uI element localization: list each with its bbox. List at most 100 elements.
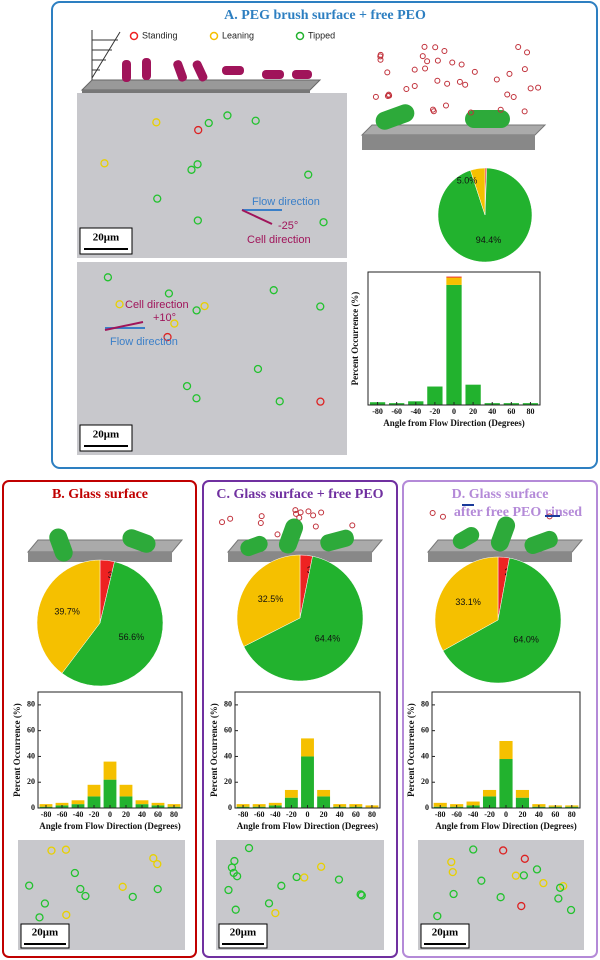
peo-coil: [429, 510, 436, 517]
x-tick-label: -80: [238, 810, 249, 819]
peo-coil: [521, 66, 528, 73]
cell: [334, 875, 344, 884]
y-tick-label: 0: [228, 803, 232, 812]
bar-segment: [301, 738, 314, 757]
cell: [251, 116, 260, 125]
cell: [70, 868, 80, 878]
peo-coil: [377, 51, 384, 58]
peo-coil: [441, 48, 448, 55]
x-tick-label: 80: [526, 407, 534, 416]
cell: [152, 118, 161, 127]
bar-segment: [433, 802, 447, 807]
bar-segment: [515, 797, 530, 808]
peo-coil: [442, 102, 449, 109]
legend-label: Standing: [142, 30, 178, 40]
cell: [317, 862, 326, 871]
peo-coil: [421, 43, 428, 50]
x-tick-label: -40: [468, 810, 479, 819]
panel-title: D. Glass surface: [452, 487, 549, 502]
y-tick-label: 40: [224, 751, 232, 760]
x-tick-label: -40: [73, 810, 84, 819]
peo-coil: [411, 82, 418, 89]
cell: [163, 332, 172, 342]
annotation: Flow direction: [110, 336, 178, 348]
cell-arrow: [104, 321, 144, 331]
peo-coil: [510, 94, 517, 101]
x-tick-label: 0: [504, 810, 508, 819]
cell: [244, 843, 254, 853]
peo-coil: [444, 80, 451, 87]
cell: [81, 891, 90, 901]
peo-coil: [305, 508, 312, 515]
peo-coil: [506, 70, 513, 77]
cell: [304, 170, 313, 179]
peo-coil: [292, 507, 299, 514]
panel-title: A. PEG brush surface + free PEO: [224, 8, 426, 23]
pie-slice: [470, 167, 486, 216]
x-tick-label: -60: [57, 810, 68, 819]
pie-label: 39.7%: [54, 606, 80, 616]
charts: 0.6%94.4%5.0%-80-60-40-20020406080Angle …: [12, 167, 581, 831]
x-tick-label: 80: [568, 810, 576, 819]
peo-coil: [297, 509, 304, 516]
peo-chains: [219, 43, 553, 538]
y-tick-label: 40: [27, 751, 35, 760]
y-tick-label: 60: [27, 725, 35, 734]
y-tick-label: 80: [27, 700, 35, 709]
pie-label: 64.0%: [513, 635, 539, 645]
bar-segment: [135, 800, 149, 805]
schematic: [26, 504, 584, 562]
cell: [193, 160, 202, 169]
x-tick-label: 0: [108, 810, 112, 819]
peo-coil: [467, 109, 474, 116]
x-tick-label: 40: [535, 810, 543, 819]
cell: [554, 894, 563, 903]
y-axis-label: Percent Occurrence (%): [209, 703, 219, 797]
x-tick-label: 0: [306, 810, 310, 819]
x-tick-label: -20: [286, 810, 297, 819]
scale-label: 20μm: [230, 927, 256, 939]
pie-slice: [442, 557, 562, 684]
peo-coil: [430, 106, 436, 113]
bar-segment: [482, 796, 497, 808]
cell: [448, 867, 457, 877]
cell: [555, 883, 565, 892]
legend-label: Tipped: [308, 30, 335, 40]
annotation: Cell direction: [125, 299, 189, 311]
bar-segment: [268, 802, 282, 806]
legend-marker: [209, 31, 219, 41]
peo-coil: [377, 56, 384, 63]
x-tick-label: 20: [122, 810, 130, 819]
cell: [223, 111, 232, 120]
cell: [275, 397, 284, 406]
peo-coil: [257, 520, 264, 527]
pie-slice: [243, 555, 364, 682]
legend: Tipped Leaning Standing: [129, 30, 335, 41]
bar-segment: [499, 759, 513, 808]
bar-segment: [71, 800, 85, 805]
annotation: Cell direction: [247, 234, 311, 246]
x-tick-label: 20: [518, 810, 526, 819]
legend-marker: [129, 31, 139, 41]
panel-title: B. Glass surface: [52, 487, 148, 502]
x-tick-label: 80: [368, 810, 376, 819]
x-tick-label: -60: [451, 810, 462, 819]
x-tick-label: -80: [41, 810, 52, 819]
peo-coil: [422, 65, 429, 72]
pie-slice: [434, 556, 499, 652]
peo-coil: [456, 78, 463, 85]
annotation: +10°: [153, 312, 176, 324]
y-tick-label: 20: [224, 777, 232, 786]
x-tick-label: 40: [138, 810, 146, 819]
peo-coil: [527, 85, 534, 92]
bar-segment: [87, 796, 101, 808]
bar-segment: [119, 796, 133, 808]
x-axis-label: Angle from Flow Direction (Degrees): [237, 821, 378, 831]
y-tick-label: 0: [425, 803, 429, 812]
cell: [230, 856, 239, 866]
bar-segment: [301, 756, 314, 808]
cell: [164, 289, 174, 298]
peo-coil: [521, 108, 528, 115]
cell: [153, 884, 162, 894]
